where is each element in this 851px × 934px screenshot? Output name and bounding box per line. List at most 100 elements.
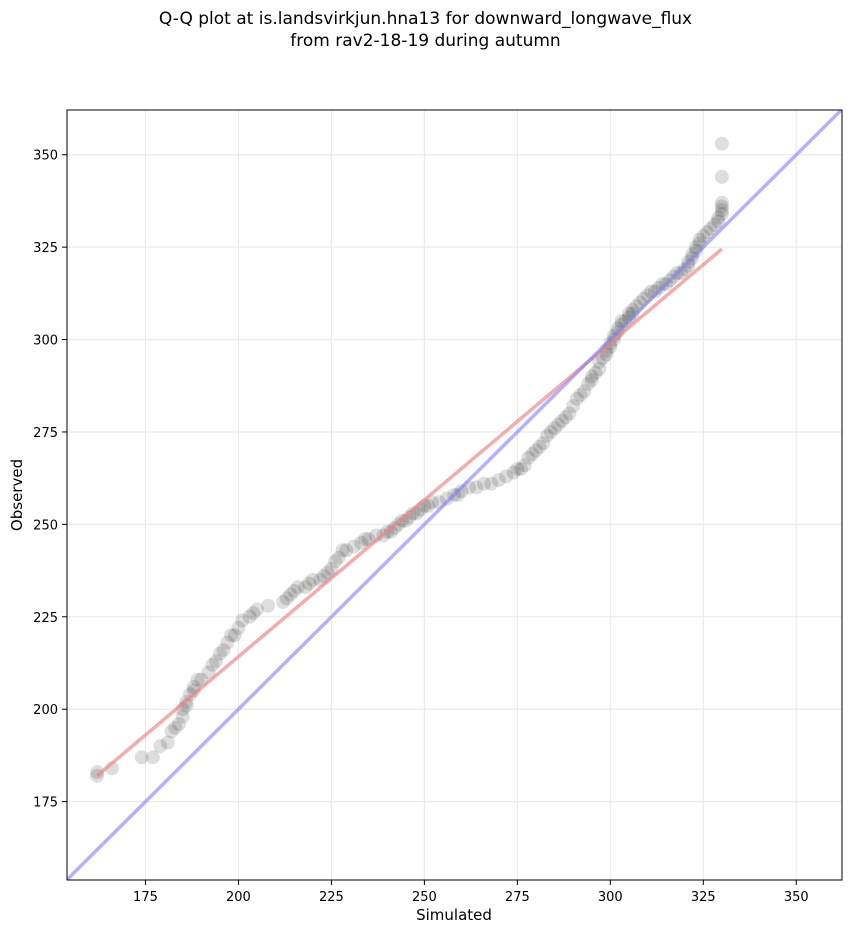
data-point [406, 506, 421, 521]
data-point [696, 229, 711, 244]
data-point [573, 388, 588, 403]
data-point [183, 687, 198, 702]
data-point [714, 203, 729, 218]
data-point [450, 487, 465, 502]
data-point [651, 280, 666, 295]
data-point [339, 543, 354, 558]
chart-title: Q-Q plot at is.landsvirkjun.hna13 for do… [0, 8, 851, 52]
data-point [90, 765, 105, 780]
data-point [439, 491, 454, 506]
data-point [714, 199, 729, 214]
data-point [298, 580, 313, 595]
data-point [201, 665, 216, 680]
data-point [558, 410, 573, 425]
data-point [562, 406, 577, 421]
data-point [160, 735, 175, 750]
data-point [581, 376, 596, 391]
data-point [220, 635, 235, 650]
x-tick-label: 300 [598, 890, 623, 905]
data-point [283, 587, 298, 602]
data-point [714, 195, 729, 210]
data-point [164, 724, 179, 739]
data-point [681, 258, 696, 273]
data-point [354, 535, 369, 550]
data-point [707, 217, 722, 232]
data-point [543, 424, 558, 439]
y-tick-label: 350 [33, 149, 58, 164]
data-point [647, 284, 662, 299]
data-point [592, 362, 607, 377]
data-point [387, 521, 402, 536]
data-point [614, 317, 629, 332]
data-point [714, 206, 729, 221]
y-axis-ticks: 175 200 225 250 275 300 325 350 [33, 149, 67, 811]
data-point [673, 266, 688, 281]
y-tick-label: 275 [33, 426, 58, 441]
data-point [521, 450, 536, 465]
data-point [692, 232, 707, 247]
x-tick-label: 225 [319, 890, 344, 905]
y-axis-label: Observed [8, 459, 26, 531]
y-tick-label: 200 [33, 703, 58, 718]
data-point [145, 750, 160, 765]
data-point [536, 436, 551, 451]
data-point [261, 598, 276, 613]
data-point [547, 421, 562, 436]
chart-title-line2: from rav2-18-19 during autumn [290, 31, 561, 51]
grid [67, 110, 842, 880]
x-axis-label: Simulated [416, 906, 492, 924]
y-tick-label: 325 [33, 241, 58, 256]
y-tick-label: 250 [33, 518, 58, 533]
data-point [216, 643, 231, 658]
x-tick-label: 200 [226, 890, 251, 905]
data-point [584, 373, 599, 388]
data-point [506, 465, 521, 480]
data-point [703, 221, 718, 236]
data-point [592, 354, 607, 369]
data-point [276, 595, 291, 610]
data-point [231, 620, 246, 635]
data-point [476, 476, 491, 491]
data-point [688, 243, 703, 258]
data-point [190, 672, 205, 687]
y-tick-label: 175 [33, 796, 58, 811]
data-point [677, 262, 692, 277]
x-tick-label: 175 [133, 890, 158, 905]
data-point [514, 461, 529, 476]
x-tick-label: 275 [505, 890, 530, 905]
x-tick-label: 250 [412, 890, 437, 905]
identity-line [67, 110, 842, 880]
data-point [491, 473, 506, 488]
data-point [171, 717, 186, 732]
x-axis-ticks: 175 200 225 250 275 300 325 350 [133, 880, 809, 905]
data-point [383, 524, 398, 539]
data-point [250, 602, 265, 617]
data-point [320, 565, 335, 580]
data-point [577, 384, 592, 399]
data-point [588, 365, 603, 380]
data-point [714, 169, 729, 184]
data-point [421, 498, 436, 513]
data-point [279, 591, 294, 606]
data-point [618, 314, 633, 329]
data-point [711, 210, 726, 225]
y-tick-label: 225 [33, 611, 58, 626]
data-point [528, 443, 543, 458]
data-point [209, 654, 224, 669]
data-point [290, 580, 305, 595]
data-point [331, 550, 346, 565]
data-point [655, 277, 670, 292]
data-point [469, 480, 484, 495]
data-point [532, 439, 547, 454]
y-tick-label: 300 [33, 334, 58, 349]
data-point [153, 739, 168, 754]
data-point [305, 572, 320, 587]
chart-title-line1: Q-Q plot at is.landsvirkjun.hna13 for do… [158, 9, 693, 29]
data-point [510, 461, 525, 476]
axes-frame [66, 109, 843, 881]
data-point [554, 413, 569, 428]
data-point [168, 720, 183, 735]
data-point [212, 646, 227, 661]
data-point [134, 750, 149, 765]
data-point [324, 561, 339, 576]
